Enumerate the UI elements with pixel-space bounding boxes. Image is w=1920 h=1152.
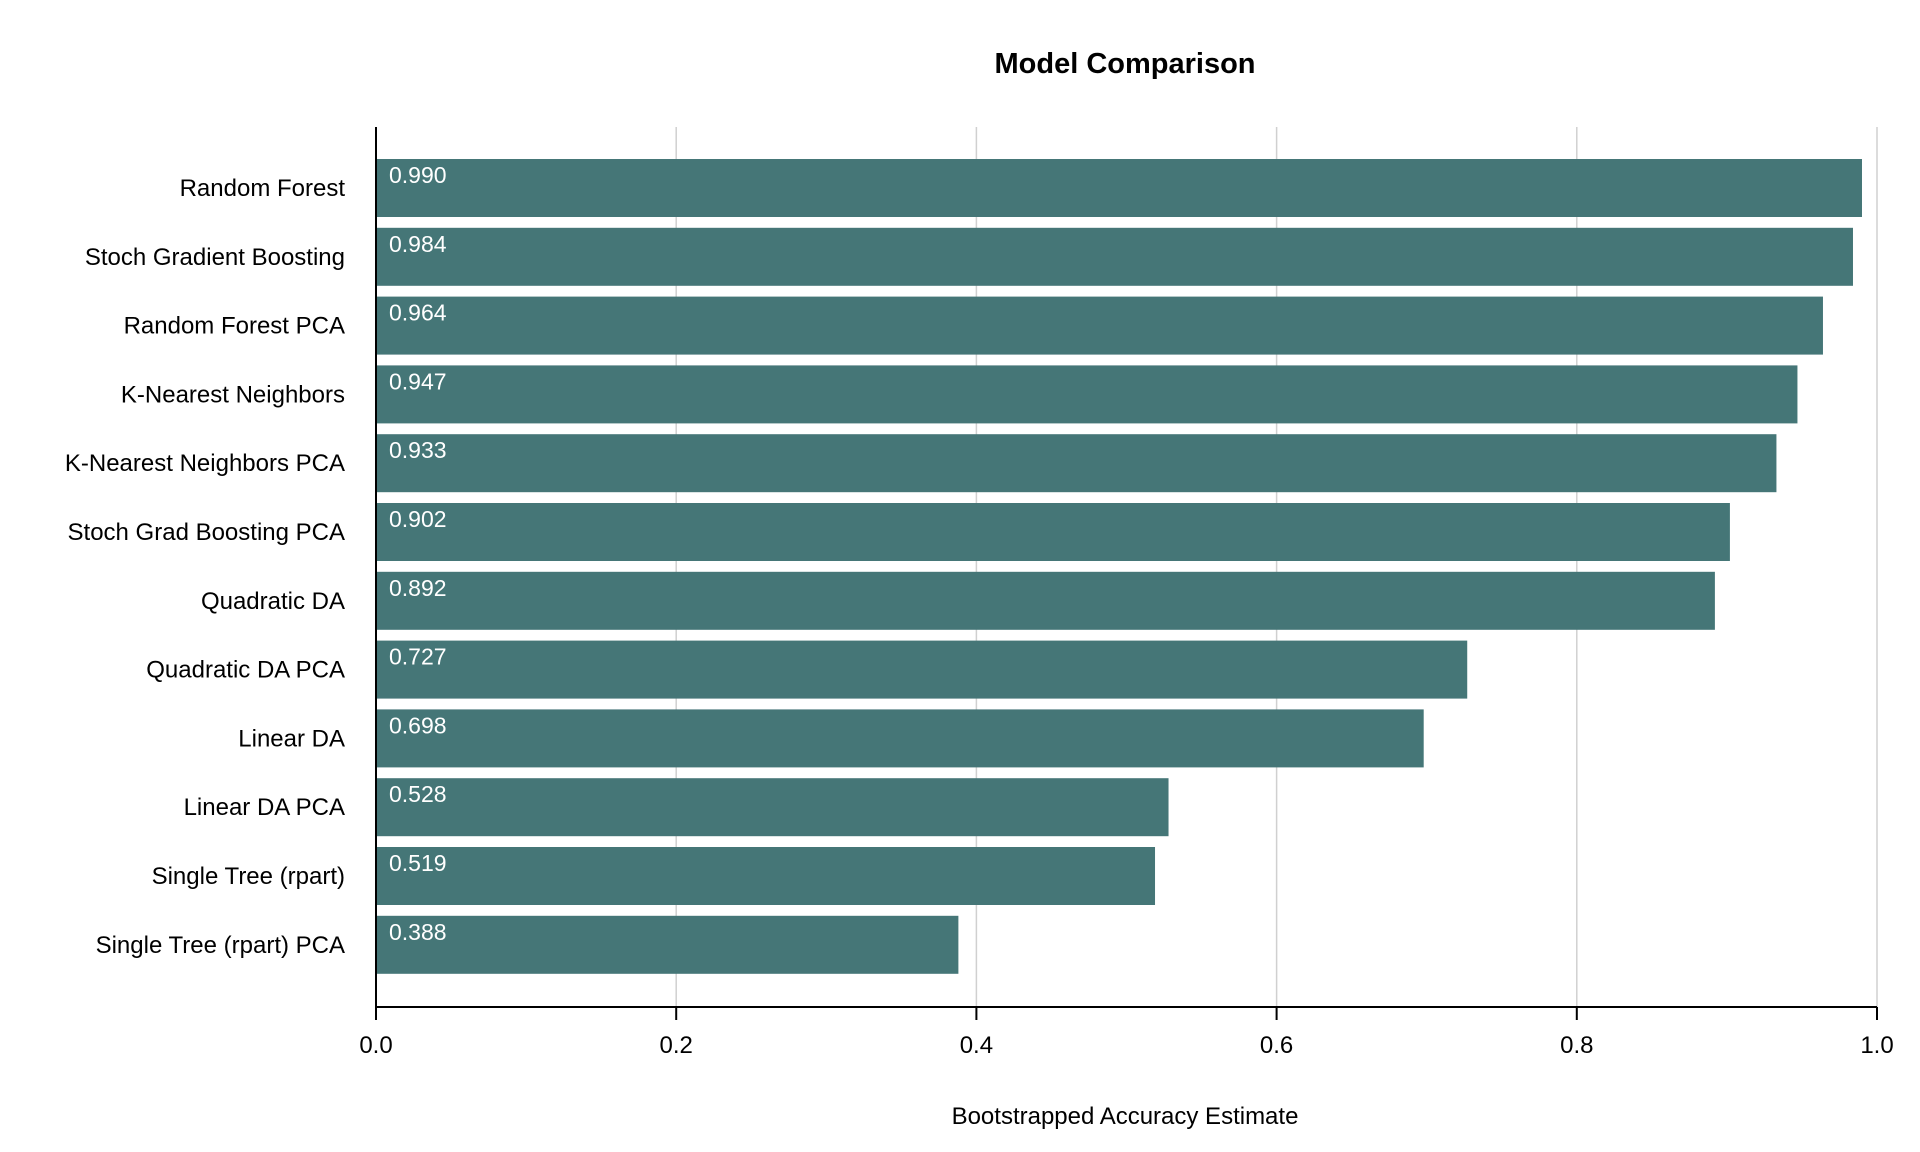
x-tick-label: 0.0 [359,1032,392,1059]
bar [376,296,1823,355]
category-label: Linear DA [238,725,345,752]
data-label: 0.388 [389,919,447,945]
bar [376,434,1777,493]
category-labels: Random Forest Stoch Gradient Boosting Rand… [65,175,345,959]
x-tick-label: 1.0 [1860,1032,1893,1059]
bar [376,640,1468,699]
category-label: Single Tree (rpart) [152,863,345,890]
data-label: 0.984 [389,231,447,257]
data-label: 0.902 [389,506,447,532]
x-tick-label: 0.6 [1260,1032,1293,1059]
category-label: K-Nearest Neighbors [121,381,345,408]
data-label: 0.528 [389,781,447,807]
bar [376,847,1156,905]
category-label: Random Forest PCA [124,313,345,340]
category-label: Quadratic DA [201,588,345,615]
x-tick-label: 0.2 [660,1032,693,1059]
x-axis-title: Bootstrapped Accuracy Estimate [952,1103,1299,1130]
bar [376,915,959,974]
data-label: 0.519 [389,850,447,876]
bar [376,503,1730,561]
bar [376,571,1715,630]
category-label: K-Nearest Neighbors PCA [65,450,345,477]
x-tick-label: 0.8 [1560,1032,1593,1059]
x-tick-label: 0.4 [960,1032,993,1059]
data-label: 0.892 [389,575,447,601]
data-label: 0.947 [389,368,447,394]
chart-title: Model Comparison [994,48,1255,80]
bar [376,365,1798,424]
data-label: 0.933 [389,437,447,463]
category-label: Stoch Gradient Boosting [85,244,345,271]
category-label: Linear DA PCA [184,794,345,821]
category-label: Stoch Grad Boosting PCA [68,519,345,546]
x-axis: 0.0 0.2 0.4 0.6 0.8 1.0 [359,127,1894,1059]
category-label: Random Forest [180,175,346,202]
bars: 0.990 0.984 0.964 0.947 0.933 0.902 0.892 0.727… [376,159,1862,974]
bar [376,778,1169,837]
data-label: 0.964 [389,300,447,326]
data-label: 0.990 [389,162,447,188]
data-label: 0.698 [389,712,447,738]
bar [376,709,1424,768]
bar [376,159,1862,217]
category-label: Quadratic DA PCA [146,657,345,684]
bar [376,227,1853,286]
category-label: Single Tree (rpart) PCA [96,932,345,959]
data-label: 0.727 [389,644,447,670]
